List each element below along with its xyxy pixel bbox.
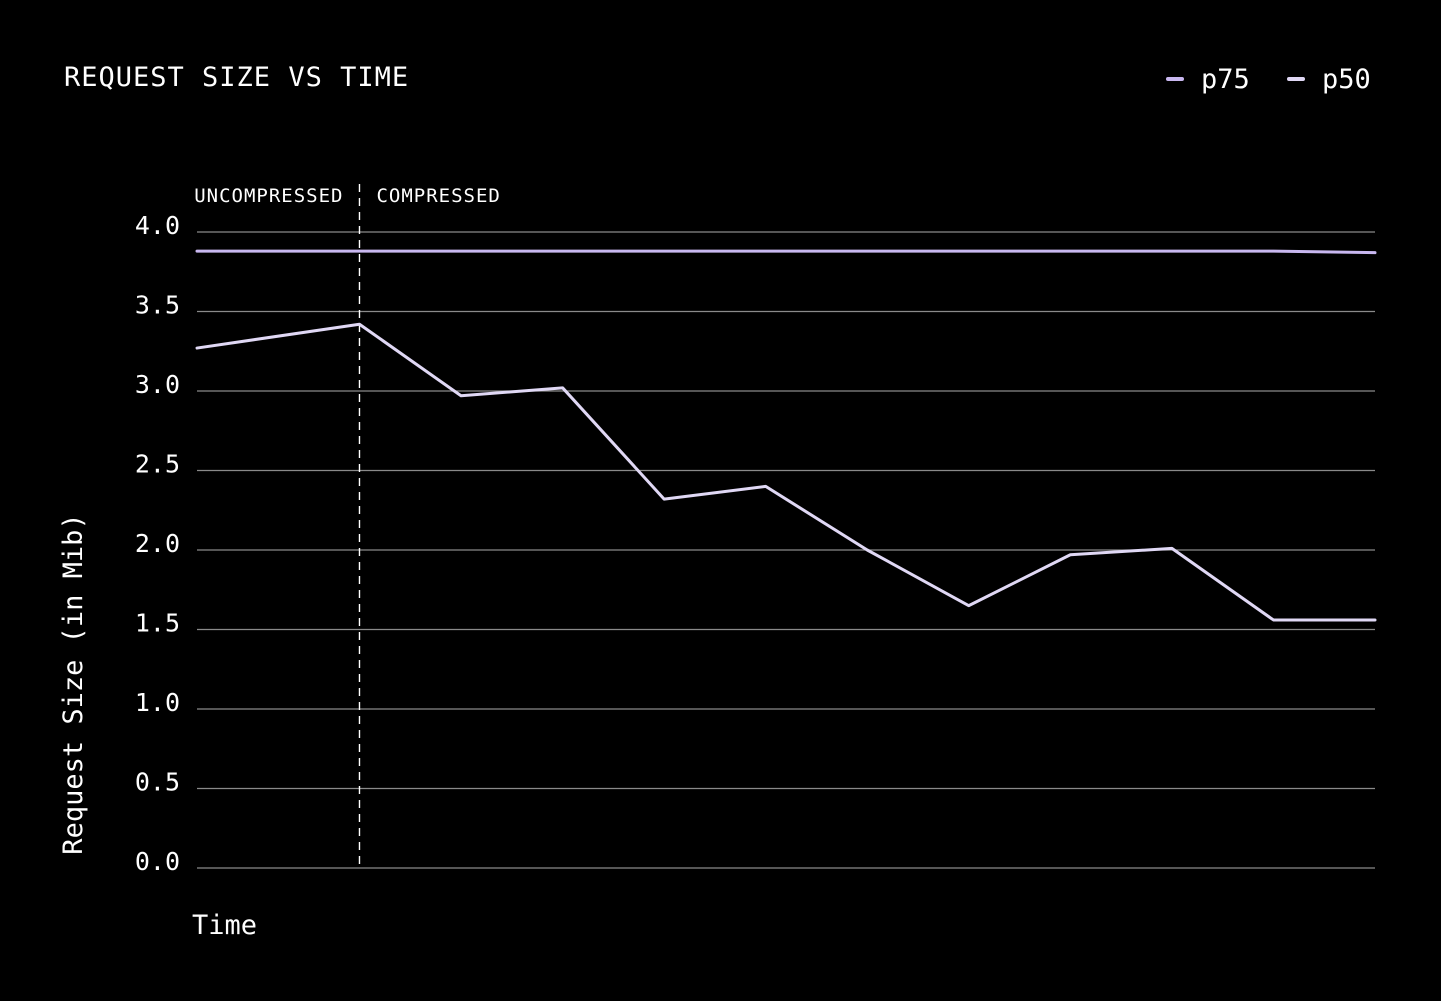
region-label-compressed: COMPRESSED [376, 185, 500, 207]
series-line-p50 [195, 322, 1377, 622]
y-tick-label: 2.5 [135, 450, 180, 479]
gridlines [197, 231, 1375, 869]
y-tick-label: 3.0 [135, 370, 180, 399]
chart-title: REQUEST SIZE VS TIME [64, 62, 409, 93]
y-tick-label: 2.0 [135, 529, 180, 558]
y-tick-label: 1.0 [135, 688, 180, 717]
y-tick-label: 0.5 [135, 768, 180, 797]
y-tick-label: 1.5 [135, 609, 180, 638]
y-tick-label: 0.0 [135, 847, 180, 876]
legend-label-p75: p75 [1201, 64, 1250, 95]
y-tick-labels: 0.0 0.5 1.0 1.5 2.0 2.5 3.0 3.5 4.0 [135, 211, 180, 876]
y-tick-label: 4.0 [135, 211, 180, 240]
y-axis-label: Request Size (in Mib) [58, 513, 89, 854]
legend-label-p50: p50 [1322, 64, 1371, 95]
x-axis-label: Time [192, 910, 257, 941]
y-tick-label: 3.5 [135, 291, 180, 320]
legend: p75 p50 [1166, 64, 1371, 95]
series-line-p75 [195, 249, 1377, 255]
series-lines [195, 249, 1377, 622]
region-label-uncompressed: UNCOMPRESSED [194, 185, 343, 207]
